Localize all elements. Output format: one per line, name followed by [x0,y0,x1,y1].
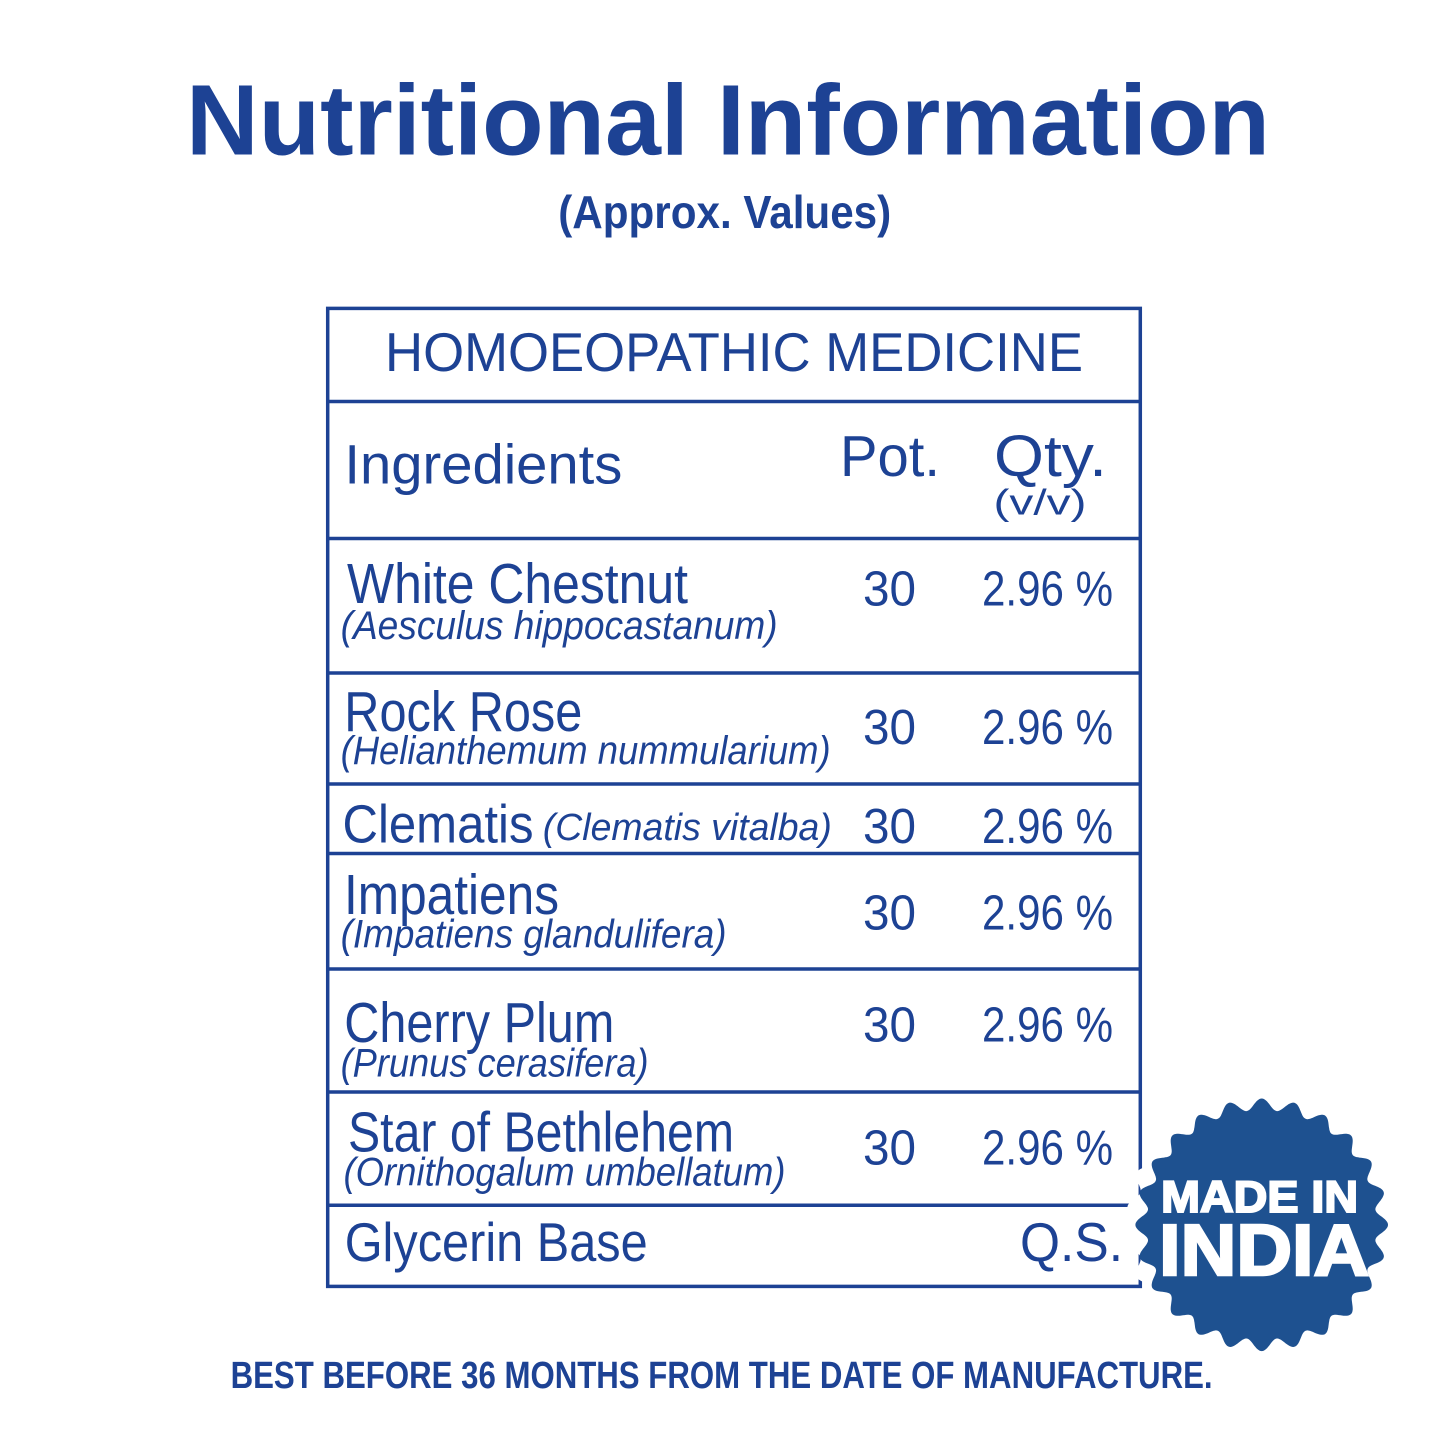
svg-text:2.96 %: 2.96 % [982,562,1113,616]
svg-text:BEST BEFORE 36 MONTHS FROM THE: BEST BEFORE 36 MONTHS FROM THE DATE OF M… [231,1355,1213,1397]
svg-text:Qty.: Qty. [994,424,1107,489]
svg-text:Glycerin Base: Glycerin Base [345,1212,648,1273]
svg-text:30: 30 [863,562,916,616]
svg-text:Star of Bethlehem: Star of Bethlehem [348,1100,734,1163]
svg-text:HOMOEOPATHIC MEDICINE: HOMOEOPATHIC MEDICINE [385,322,1083,383]
svg-text:MADE IN: MADE IN [1161,1173,1358,1222]
svg-text:(Helianthemum nummularium): (Helianthemum nummularium) [341,729,831,773]
svg-text:Cherry Plum: Cherry Plum [344,991,614,1054]
svg-text:INDIA: INDIA [1159,1210,1369,1291]
svg-text:2.96 %: 2.96 % [982,887,1113,941]
svg-text:2.96 %: 2.96 % [982,999,1113,1053]
svg-text:2.96 %: 2.96 % [982,800,1113,854]
svg-text:(Aesculus hippocastanum): (Aesculus hippocastanum) [341,604,778,648]
svg-text:Q.S.: Q.S. [1020,1212,1123,1273]
svg-text:30: 30 [863,701,916,755]
svg-text:Ingredients: Ingredients [344,433,622,496]
svg-text:(Clematis vitalba): (Clematis vitalba) [543,807,832,849]
svg-text:(v/v): (v/v) [994,482,1087,523]
svg-text:30: 30 [863,887,916,941]
svg-text:(Ornithogalum umbellatum): (Ornithogalum umbellatum) [344,1150,786,1194]
svg-text:30: 30 [863,999,916,1053]
svg-text:30: 30 [863,1122,916,1176]
svg-text:Nutritional Information: Nutritional Information [186,65,1270,177]
svg-text:(Prunus cerasifera): (Prunus cerasifera) [341,1041,649,1085]
svg-text:White Chestnut: White Chestnut [347,552,688,615]
svg-text:(Impatiens glandulifera): (Impatiens glandulifera) [341,912,727,956]
svg-text:(Approx. Values): (Approx. Values) [558,186,891,238]
svg-text:30: 30 [863,800,916,854]
svg-text:Clematis: Clematis [343,795,534,855]
svg-text:2.96 %: 2.96 % [982,1122,1113,1176]
svg-text:Rock Rose: Rock Rose [344,680,582,743]
svg-text:Impatiens: Impatiens [344,863,559,926]
svg-text:Pot.: Pot. [840,425,940,489]
svg-text:2.96 %: 2.96 % [982,701,1113,755]
